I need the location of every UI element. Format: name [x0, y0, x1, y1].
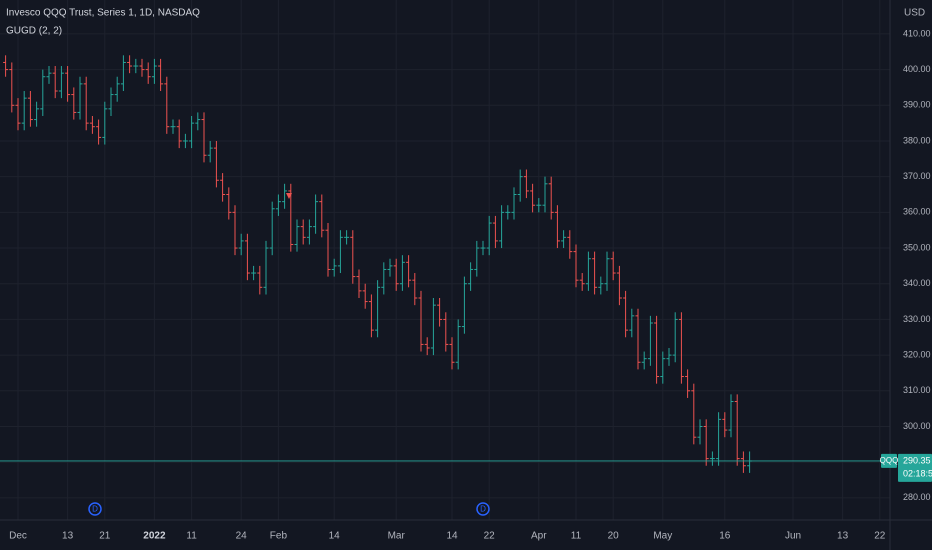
x-tick-label: 22: [874, 531, 886, 542]
y-tick-label: 300.00: [903, 421, 931, 431]
signal-marker: [286, 193, 292, 199]
last-price: QQQ 290.35 02:18:53: [0, 453, 932, 482]
x-tick-label: 13: [62, 531, 74, 542]
y-tick-label: 390.00: [903, 100, 931, 110]
x-tick-label: Apr: [531, 531, 547, 542]
x-tick-label: Jun: [785, 531, 801, 542]
indicator-label: GUGD (2, 2): [6, 26, 62, 37]
bars: [3, 55, 753, 473]
event-marker: D: [476, 502, 490, 516]
y-tick-label: 340.00: [903, 278, 931, 288]
x-tick-label: 14: [446, 531, 458, 542]
x-tick-label: 14: [329, 531, 341, 542]
y-tick-label: 360.00: [903, 207, 931, 217]
event-marker: D: [88, 502, 102, 516]
y-tick-label: 380.00: [903, 135, 931, 145]
x-tick-label: 16: [719, 531, 731, 542]
x-tick-label: Feb: [270, 531, 288, 542]
x-tick-label: Dec: [9, 531, 27, 542]
y-tick-label: 320.00: [903, 349, 931, 359]
y-tick-label: 370.00: [903, 171, 931, 181]
x-tick-label: 22: [484, 531, 496, 542]
x-tick-label: 21: [99, 531, 111, 542]
y-tick-label: 400.00: [903, 64, 931, 74]
event-label: D: [480, 505, 486, 514]
x-tick-label: Mar: [388, 531, 406, 542]
chart-title: Invesco QQQ Trust, Series 1, 1D, NASDAQ: [6, 8, 200, 19]
event-circle: [88, 502, 102, 516]
x-tick-label: May: [653, 531, 672, 542]
x-tick-label: 2022: [143, 531, 166, 542]
x-tick-label: 20: [608, 531, 620, 542]
countdown-label: 02:18:53: [903, 468, 932, 478]
y-tick-label: 350.00: [903, 242, 931, 252]
x-tick-label: 24: [236, 531, 248, 542]
price-label: 290.35: [903, 455, 931, 465]
y-tick-label: 280.00: [903, 492, 931, 502]
currency-label: USD: [904, 8, 925, 19]
event-label: D: [92, 505, 98, 514]
event-circle: [476, 502, 490, 516]
x-tick-label: 11: [571, 531, 582, 542]
y-tick-label: 310.00: [903, 385, 931, 395]
grid: [0, 0, 890, 520]
price-box: [898, 453, 932, 482]
y-tick-label: 330.00: [903, 314, 931, 324]
x-tick-label: 11: [186, 531, 197, 542]
symbol-label: QQQ: [880, 456, 899, 465]
y-tick-label: 410.00: [903, 28, 931, 38]
symbol-box: [881, 453, 897, 468]
x-tick-label: 13: [837, 531, 849, 542]
